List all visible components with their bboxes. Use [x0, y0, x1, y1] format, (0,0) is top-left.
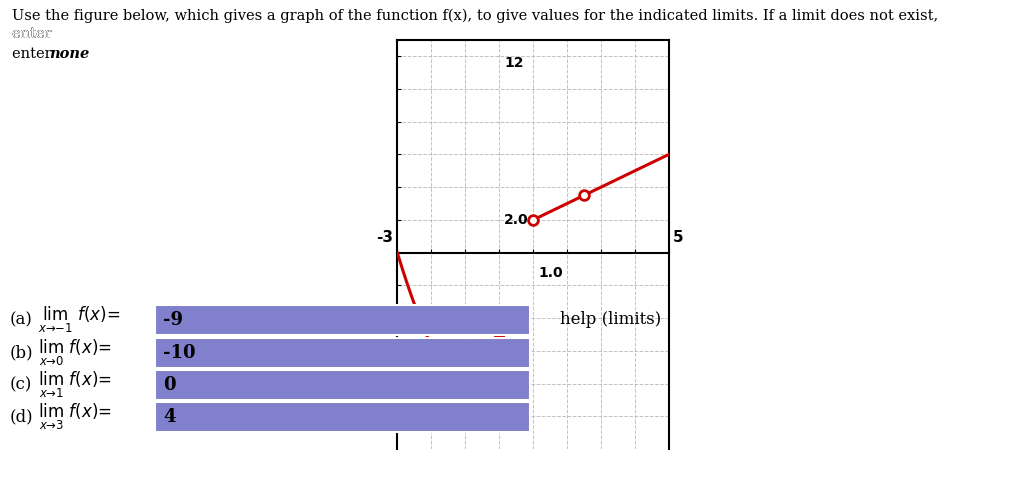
Text: 1.0: 1.0 [538, 266, 563, 280]
Text: enter: enter [12, 47, 56, 61]
Text: 5: 5 [673, 230, 683, 245]
Text: -9: -9 [163, 311, 183, 329]
Text: $\lim_{x \to 3}\ f(x) = $: $\lim_{x \to 3}\ f(x) = $ [38, 402, 112, 432]
Text: (b): (b) [10, 344, 34, 361]
Text: 0: 0 [163, 376, 176, 394]
Text: (a): (a) [10, 311, 33, 328]
Text: $\lim_{x \to 0}\ f(x) = $: $\lim_{x \to 0}\ f(x) = $ [38, 338, 112, 368]
FancyBboxPatch shape [155, 338, 530, 368]
Text: -3: -3 [376, 230, 393, 245]
Text: enter: enter [12, 27, 56, 41]
Text: -10: -10 [504, 416, 529, 430]
Text: $\lim_{x \to 1}\ f(x) = $: $\lim_{x \to 1}\ f(x) = $ [38, 370, 112, 400]
FancyBboxPatch shape [155, 402, 530, 432]
Text: Use the figure below, which gives a graph of the function f(x), to give values f: Use the figure below, which gives a grap… [12, 9, 938, 23]
Text: enter: enter [12, 27, 56, 41]
FancyBboxPatch shape [155, 370, 530, 400]
Text: $\lim_{x \to -1}\ f(x) = $: $\lim_{x \to -1}\ f(x) = $ [38, 305, 120, 335]
Text: -10: -10 [163, 344, 196, 362]
Text: enter: enter [12, 27, 56, 41]
FancyBboxPatch shape [155, 305, 530, 335]
Text: (d): (d) [10, 409, 34, 426]
Text: 2.0: 2.0 [504, 213, 528, 227]
Text: none: none [49, 47, 89, 61]
Text: (c): (c) [10, 377, 33, 394]
Text: 4: 4 [163, 408, 175, 426]
Text: 12: 12 [504, 56, 523, 70]
Text: help (limits): help (limits) [560, 311, 662, 328]
Text: enter: enter [12, 27, 56, 41]
Text: enter: enter [12, 27, 56, 41]
Text: .: . [74, 47, 79, 61]
